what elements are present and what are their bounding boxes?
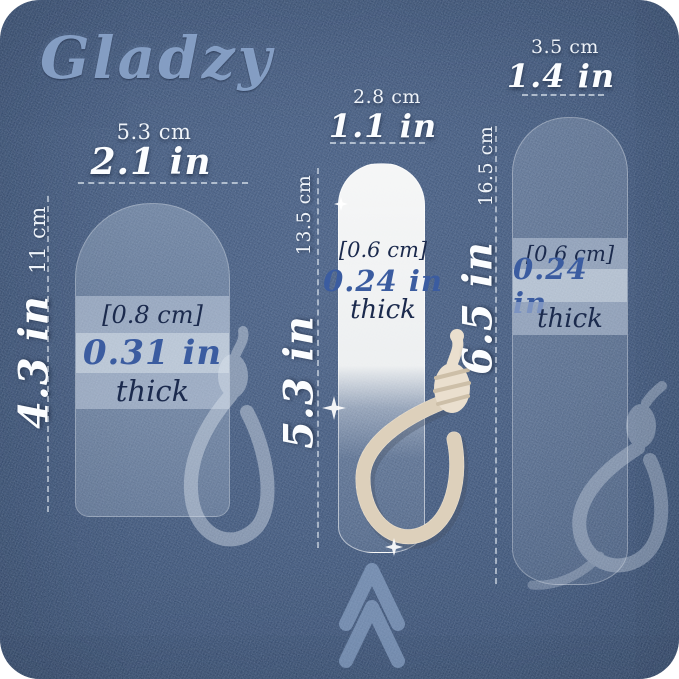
file3-width-in-label: 1.4 in [506, 57, 616, 95]
thickness-band: [0.8 cm] [76, 296, 229, 333]
file2-width-cm-label: 2.8 cm [353, 86, 421, 108]
thickness-in-label: 0.24 in [323, 264, 443, 298]
thickness-in-label: 0.31 in [82, 333, 223, 373]
file2-height-in-label: 5.3 in [275, 315, 323, 449]
file3-width-dimension-line [522, 94, 604, 96]
thickness-cm-label: [0.6 cm] [338, 238, 428, 262]
thickness-band: 0.24 in [513, 252, 627, 320]
thickness-word-label: thick [537, 303, 603, 334]
file3-height-cm-label: 16.5 cm [475, 125, 497, 207]
glass-file-medium [338, 163, 425, 553]
file1-height-in-label: 4.3 in [10, 295, 58, 429]
glass-file-small: [0.8 cm] 0.31 in thick [75, 203, 230, 517]
brand-logo: Gladzy [40, 24, 275, 92]
thickness-band: thick [513, 302, 627, 335]
file2-width-in-label: 1.1 in [328, 107, 438, 145]
file1-width-dimension-line [78, 182, 248, 184]
thickness-band: 0.31 in [76, 333, 229, 373]
file3-width-cm-label: 3.5 cm [531, 36, 599, 58]
thickness-word-label: thick [115, 374, 190, 408]
file2-height-dimension-line [317, 168, 319, 548]
double-chevron-up-icon [339, 563, 405, 668]
thickness-word-label: thick [350, 295, 416, 325]
file3-height-dimension-line [495, 126, 497, 584]
file2-width-dimension-line [330, 142, 425, 144]
file1-height-dimension-line [47, 196, 49, 512]
file2-height-cm-label: 13.5 cm [293, 174, 315, 256]
glass-file-large: [0.6 cm] 0.24 in thick [512, 117, 628, 585]
file1-width-in-label: 2.1 in [90, 141, 212, 183]
thickness-cm-label: [0.8 cm] [102, 300, 203, 329]
thickness-band: thick [76, 373, 229, 409]
